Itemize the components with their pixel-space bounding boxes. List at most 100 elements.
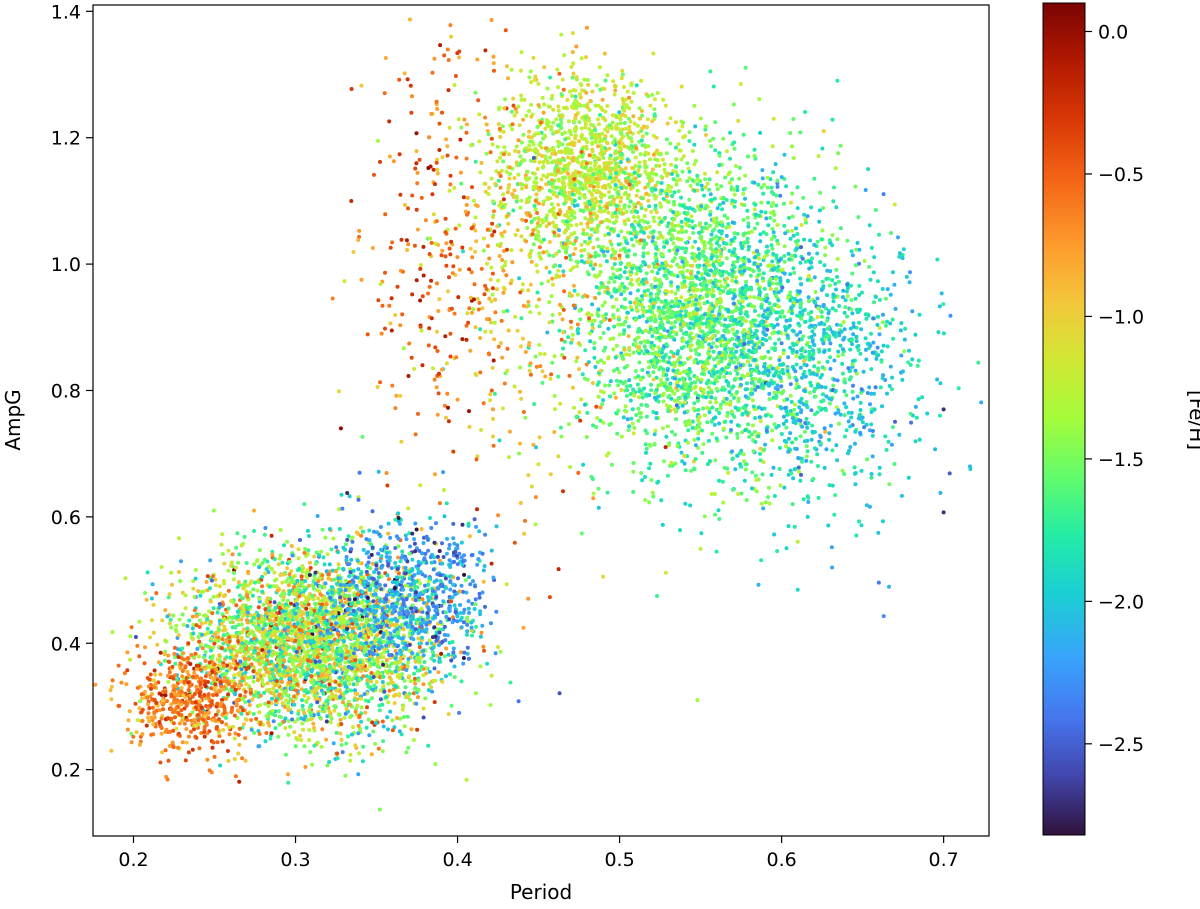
data-point [258, 703, 262, 708]
data-point [336, 566, 341, 571]
data-point [328, 653, 333, 658]
data-point [263, 623, 268, 628]
data-point [224, 696, 229, 701]
data-point [226, 758, 231, 763]
data-point [427, 576, 432, 581]
data-point [320, 727, 325, 732]
data-point [170, 582, 174, 587]
data-point [281, 609, 286, 614]
data-point [269, 567, 274, 571]
data-point [444, 614, 449, 619]
data-point [556, 139, 560, 144]
data-point [149, 618, 154, 623]
data-point [157, 708, 162, 713]
data-point [389, 661, 394, 666]
data-point [264, 731, 269, 735]
data-point [355, 622, 360, 627]
data-point [304, 699, 309, 704]
data-point [403, 685, 408, 690]
data-point [252, 562, 257, 567]
data-point [398, 716, 403, 721]
data-point [367, 733, 372, 738]
data-point [197, 639, 202, 644]
data-point [343, 703, 348, 708]
data-point [383, 669, 388, 674]
data-point [166, 653, 171, 658]
data-point [343, 660, 348, 665]
data-point [313, 570, 318, 575]
data-point [200, 717, 205, 722]
data-point [184, 740, 189, 745]
data-point [269, 659, 274, 664]
data-point [540, 95, 545, 100]
data-point [657, 163, 662, 168]
data-point [278, 528, 283, 532]
data-point [257, 580, 262, 585]
data-point [431, 603, 436, 608]
data-point [337, 664, 342, 669]
data-point [434, 638, 439, 643]
data-point [251, 669, 256, 674]
data-point [221, 704, 226, 709]
data-point [230, 724, 235, 729]
data-point [309, 668, 314, 673]
data-point [236, 751, 241, 756]
data-point [178, 679, 183, 684]
data-point [221, 687, 225, 692]
data-point [199, 590, 204, 594]
data-point [412, 671, 417, 676]
data-point [349, 732, 354, 737]
data-point [315, 700, 320, 705]
data-point [284, 579, 289, 584]
data-point [307, 583, 311, 588]
data-point [378, 640, 382, 645]
data-point [366, 717, 371, 722]
data-point [462, 650, 467, 655]
data-point [665, 121, 670, 126]
data-point [386, 700, 391, 705]
data-point [267, 618, 272, 623]
data-point [254, 716, 259, 721]
data-point [164, 727, 169, 732]
data-point [328, 675, 333, 680]
data-point [258, 640, 263, 645]
data-point [188, 662, 193, 666]
data-point [465, 629, 470, 634]
data-point [171, 688, 176, 693]
data-point [261, 602, 266, 607]
data-point [328, 635, 333, 639]
data-point [334, 730, 339, 735]
data-point [236, 580, 241, 585]
data-point [219, 621, 224, 626]
data-point [435, 653, 440, 658]
data-point [202, 730, 207, 735]
data-point [597, 65, 602, 70]
data-point [373, 592, 378, 597]
data-point [473, 215, 478, 220]
data-point [207, 609, 212, 614]
data-point [285, 636, 290, 640]
data-point [479, 630, 484, 635]
data-point [153, 682, 158, 686]
data-point [455, 614, 460, 619]
data-point [322, 667, 326, 672]
data-point [434, 521, 438, 526]
data-point [191, 579, 196, 584]
data-point [339, 615, 344, 620]
data-point [166, 679, 171, 684]
data-point [531, 242, 536, 247]
data-point [417, 597, 421, 602]
data-point [269, 676, 274, 681]
data-point [211, 574, 215, 579]
data-point [295, 717, 300, 722]
data-point [303, 688, 308, 692]
data-point [393, 692, 398, 697]
data-point [213, 674, 218, 679]
data-point [174, 706, 179, 711]
data-point [235, 614, 240, 619]
data-point [474, 524, 479, 529]
data-point [421, 620, 426, 625]
data-point [238, 659, 243, 664]
data-point [273, 698, 278, 703]
data-point [260, 617, 265, 621]
